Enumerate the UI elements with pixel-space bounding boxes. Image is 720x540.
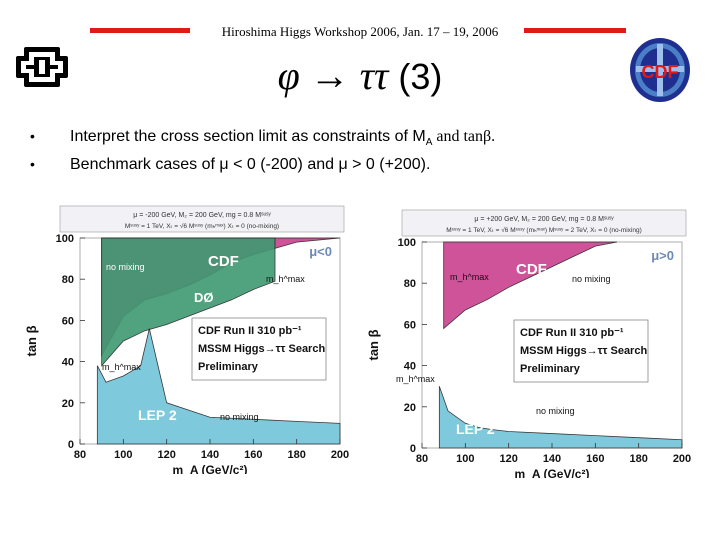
title-formula: φ → ττ: [277, 53, 389, 98]
annotation-label: no mixing: [106, 262, 145, 272]
slide-title: φ → ττ (3): [0, 52, 720, 99]
params-line-2: Mˢᵘˢʸ = 1 TeV, Xₜ = √6 Mˢᵘˢʸ (mₕᵐᵃˣ) Xₜ …: [125, 222, 279, 230]
x-tick-label: 120: [157, 449, 175, 461]
series-region-dø: [101, 237, 276, 367]
workshop-header: Hiroshima Higgs Workshop 2006, Jan. 17 –…: [221, 24, 499, 39]
cdf-logo-text: CDF: [642, 62, 679, 82]
series-region-cdf: [443, 241, 618, 330]
x-tick-label: 140: [543, 453, 561, 465]
bullet-item: • Interpret the cross section limit as c…: [30, 128, 690, 156]
x-tick-label: 180: [287, 449, 305, 461]
bullet-dot-icon: •: [30, 128, 35, 144]
series-region-lep-2: [96, 328, 341, 445]
x-tick-label: 200: [331, 449, 349, 461]
annotation-label: CDF: [516, 261, 547, 278]
y-tick-label: 100: [398, 237, 416, 249]
y-tick-label: 0: [410, 443, 416, 455]
y-tick-label: 100: [56, 233, 74, 245]
legend-line: MSSM Higgs→ττ Search: [520, 345, 647, 357]
legend-box: [191, 317, 327, 381]
bullet-text: Interpret the cross section limit as con…: [70, 128, 426, 145]
annotation-label: DØ: [194, 290, 214, 305]
header-bar-right: [524, 28, 626, 33]
bullet-tail: and tanβ.: [432, 128, 496, 145]
legend-line: CDF Run II 310 pb⁻¹: [198, 325, 302, 337]
mu-sign-label: μ<0: [309, 244, 332, 259]
params-line-2: Mˢᵘˢʸ = 1 TeV, Xₜ = √6 Mˢᵘˢʸ (mₕᵐᵃˣ) Mˢᵘ…: [446, 226, 642, 234]
y-tick-label: 0: [68, 439, 74, 451]
params-box: [59, 205, 345, 233]
y-axis-label: tan β: [366, 329, 381, 360]
bullet-subscript: A: [425, 137, 433, 149]
title-number: (3): [398, 56, 443, 97]
annotation-label: m_h^max: [102, 362, 141, 372]
y-axis-label: tan β: [24, 325, 39, 356]
y-tick-label: 80: [404, 278, 416, 290]
legend-line: Preliminary: [198, 361, 259, 373]
legend-line: CDF Run II 310 pb⁻¹: [520, 327, 624, 339]
params-line-1: μ = +200 GeV, M₂ = 200 GeV, mɡ = 0.8 Mˢᵘ…: [474, 216, 614, 223]
bullet-dot-icon: •: [30, 156, 35, 172]
x-tick-label: 100: [456, 453, 474, 465]
annotation-label: LEP 2: [456, 421, 495, 437]
annotation-label: no mixing: [536, 406, 575, 416]
cdf-logo: CDF: [630, 38, 690, 102]
x-tick-label: 120: [499, 453, 517, 465]
x-axis-label: m_A (GeV/c²): [515, 467, 590, 478]
x-tick-label: 80: [416, 453, 428, 465]
bullet-list: • Interpret the cross section limit as c…: [30, 128, 690, 184]
x-tick-label: 80: [74, 449, 86, 461]
y-tick-label: 20: [404, 402, 416, 414]
x-tick-label: 160: [244, 449, 262, 461]
header-bar-left: [90, 28, 190, 33]
x-axis-label: m_A (GeV/c²): [173, 463, 248, 474]
x-tick-label: 100: [114, 449, 132, 461]
x-tick-label: 140: [201, 449, 219, 461]
x-tick-label: 160: [586, 453, 604, 465]
legend-line: Preliminary: [520, 363, 581, 375]
y-tick-label: 60: [62, 315, 74, 327]
bullet-text: Benchmark cases of μ < 0 (-200) and μ > …: [70, 156, 431, 173]
annotation-label: CDF: [208, 253, 239, 270]
legend-line: MSSM Higgs→ττ Search: [198, 343, 325, 355]
y-tick-label: 20: [62, 398, 74, 410]
annotation-label: m_h^max: [396, 374, 435, 384]
annotation-label: m_h^max: [450, 272, 489, 282]
bullet-item: • Benchmark cases of μ < 0 (-200) and μ …: [30, 156, 690, 184]
x-tick-label: 180: [629, 453, 647, 465]
y-tick-label: 80: [62, 274, 74, 286]
legend-box: [513, 319, 649, 383]
params-line-1: μ = -200 GeV, M₂ = 200 GeV, mɡ = 0.8 Mˢᵘ…: [133, 212, 271, 219]
mu-sign-label: μ>0: [651, 248, 674, 263]
annotation-label: no mixing: [220, 412, 259, 422]
y-tick-label: 40: [404, 361, 416, 373]
annotation-label: no mixing: [572, 274, 611, 284]
plot-mu-positive: μ = +200 GeV, M₂ = 200 GeV, mɡ = 0.8 Mˢᵘ…: [366, 209, 691, 478]
plot-mu-negative: μ = -200 GeV, M₂ = 200 GeV, mɡ = 0.8 Mˢᵘ…: [24, 205, 349, 474]
fermilab-logo: [16, 47, 68, 87]
y-tick-label: 40: [62, 357, 74, 369]
x-tick-label: 200: [673, 453, 691, 465]
y-tick-label: 60: [404, 319, 416, 331]
series-region-lep-2: [438, 386, 683, 449]
annotation-label: m_h^max: [266, 274, 305, 284]
annotation-label: LEP 2: [138, 407, 177, 423]
params-box: [401, 209, 687, 237]
